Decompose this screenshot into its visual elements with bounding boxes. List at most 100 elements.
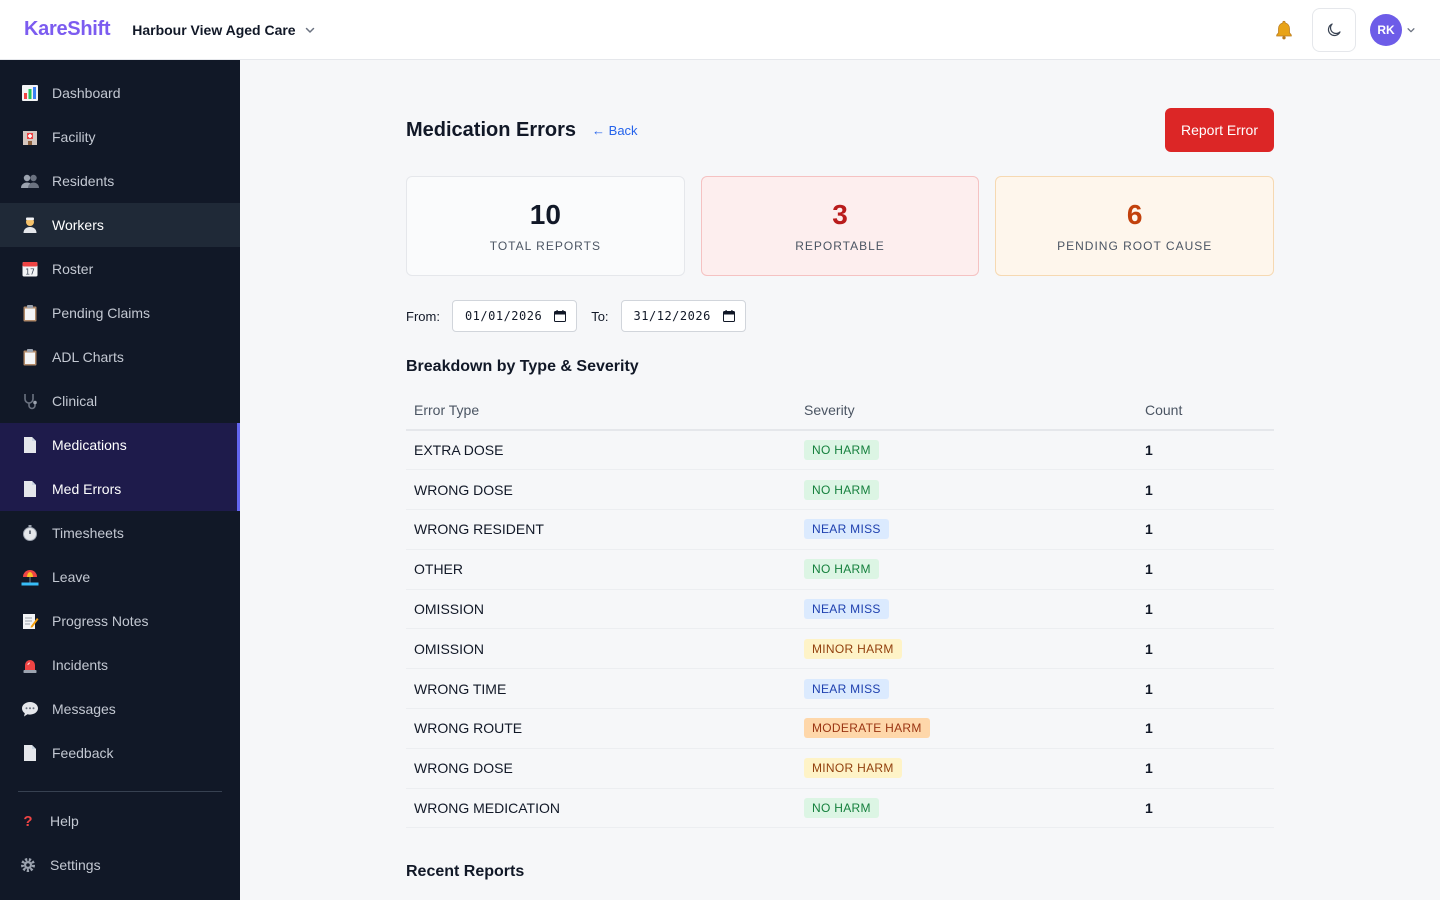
severity-badge: MINOR HARM bbox=[804, 638, 902, 659]
count-cell: 1 bbox=[1137, 589, 1274, 630]
severity-badge: NEAR MISS bbox=[804, 599, 889, 620]
gear-icon bbox=[18, 855, 38, 875]
sidebar-item-residents[interactable]: Residents bbox=[0, 159, 240, 203]
sidebar-item-label: Incidents bbox=[52, 657, 109, 673]
count-cell: 1 bbox=[1137, 748, 1274, 789]
error-type-cell: OTHER bbox=[406, 549, 796, 590]
stat-card-pending-root-cause: 6 PENDING ROOT CAUSE bbox=[995, 176, 1275, 276]
sidebar-item-clinical[interactable]: Clinical bbox=[0, 379, 240, 423]
count-cell: 1 bbox=[1137, 430, 1274, 471]
brand-logo[interactable]: KareShift bbox=[24, 18, 111, 40]
beach-icon bbox=[20, 567, 40, 587]
facility-name: Harbour View Aged Care bbox=[132, 21, 296, 38]
severity-badge: MODERATE HARM bbox=[804, 718, 930, 739]
count-cell: 1 bbox=[1137, 469, 1274, 511]
sidebar-item-label: Progress Notes bbox=[52, 613, 149, 629]
count-cell: 1 bbox=[1137, 788, 1274, 829]
stat-card-reportable: 3 REPORTABLE bbox=[700, 176, 980, 276]
sidebar-item-progress-notes[interactable]: Progress Notes bbox=[0, 599, 240, 643]
count-cell: 1 bbox=[1137, 628, 1274, 670]
severity-badge: NO HARM bbox=[804, 479, 879, 500]
sidebar-item-med-errors[interactable]: Med Errors bbox=[0, 467, 240, 511]
question-icon: ? bbox=[23, 812, 33, 830]
breakdown-table: Error Type Severity Count EXTRA DOSE NO H… bbox=[406, 390, 1274, 829]
sidebar-item-help[interactable]: ? Help bbox=[0, 799, 240, 843]
error-type-cell: WRONG DOSE bbox=[406, 469, 796, 511]
sidebar-item-label: Med Errors bbox=[52, 481, 122, 497]
stat-value: 10 bbox=[529, 199, 561, 230]
stat-label: REPORTABLE bbox=[795, 239, 885, 253]
sidebar-item-roster[interactable]: 17 Roster bbox=[0, 247, 240, 291]
back-link[interactable]: ← Back bbox=[592, 122, 638, 138]
error-type-cell: WRONG DOSE bbox=[406, 748, 796, 789]
column-header-severity: Severity bbox=[796, 390, 1137, 431]
error-type-cell: WRONG RESIDENT bbox=[406, 509, 796, 550]
sidebar-item-adl-charts[interactable]: ADL Charts bbox=[0, 335, 240, 379]
sidebar-item-label: Residents bbox=[52, 173, 115, 189]
sidebar-item-incidents[interactable]: Incidents bbox=[0, 643, 240, 687]
sidebar-item-label: Facility bbox=[52, 129, 96, 145]
sidebar-item-pending-claims[interactable]: Pending Claims bbox=[0, 291, 240, 335]
sidebar-item-facility[interactable]: Facility bbox=[0, 115, 240, 159]
stat-label: TOTAL REPORTS bbox=[489, 239, 601, 253]
error-type-cell: OMISSION bbox=[406, 589, 796, 630]
from-label: From: bbox=[406, 308, 440, 324]
severity-cell: NO HARM bbox=[796, 788, 1137, 829]
notifications-bell-icon[interactable] bbox=[1270, 16, 1298, 44]
stat-value: 6 bbox=[1126, 199, 1143, 230]
top-bar: KareShift Harbour View Aged Care RK bbox=[0, 0, 1440, 60]
chevron-down-icon bbox=[1407, 27, 1415, 32]
page-title: Medication Errors bbox=[406, 118, 577, 141]
severity-cell: NEAR MISS bbox=[796, 589, 1137, 630]
table-row: OMISSION MINOR HARM 1 bbox=[406, 628, 1274, 670]
column-header-count: Count bbox=[1137, 390, 1274, 431]
to-date-input[interactable]: 31/12/2026 bbox=[620, 300, 746, 332]
sidebar-item-messages[interactable]: Messages bbox=[0, 687, 240, 731]
error-type-cell: WRONG MEDICATION bbox=[406, 788, 796, 829]
memo-icon bbox=[20, 611, 40, 631]
calendar-icon: 17 bbox=[20, 259, 40, 279]
breakdown-title: Breakdown by Type & Severity bbox=[406, 358, 639, 375]
table-row: OMISSION NEAR MISS 1 bbox=[406, 589, 1274, 630]
error-type-cell: WRONG ROUTE bbox=[406, 708, 796, 749]
stat-card-total-reports: 10 TOTAL REPORTS bbox=[406, 176, 685, 276]
calendar-icon bbox=[722, 310, 735, 322]
sidebar-item-dashboard[interactable]: Dashboard bbox=[0, 71, 240, 115]
user-menu[interactable]: RK bbox=[1370, 13, 1416, 46]
moon-icon bbox=[1327, 22, 1341, 36]
report-error-button[interactable]: Report Error bbox=[1164, 108, 1274, 152]
avatar: RK bbox=[1370, 13, 1402, 46]
severity-badge: NO HARM bbox=[804, 440, 879, 461]
severity-cell: NEAR MISS bbox=[796, 509, 1137, 550]
sidebar-item-leave[interactable]: Leave bbox=[0, 555, 240, 599]
sidebar-item-label: Timesheets bbox=[52, 525, 124, 541]
sidebar-item-settings[interactable]: Settings bbox=[0, 843, 240, 887]
severity-badge: NO HARM bbox=[804, 559, 879, 580]
sidebar-item-label: Messages bbox=[52, 701, 116, 717]
sidebar-item-label: Dashboard bbox=[52, 85, 121, 101]
sidebar-item-medications[interactable]: Medications bbox=[0, 423, 240, 467]
theme-toggle-button[interactable] bbox=[1312, 7, 1356, 52]
sidebar-item-label: Settings bbox=[50, 857, 101, 873]
severity-badge: NEAR MISS bbox=[804, 678, 889, 699]
severity-badge: MINOR HARM bbox=[804, 758, 902, 779]
clipboard-icon bbox=[20, 347, 40, 367]
speech-bubble-icon bbox=[20, 699, 40, 719]
sidebar-item-timesheets[interactable]: Timesheets bbox=[0, 511, 240, 555]
date-filters: From: 01/01/2026 To: 31/12/2026 bbox=[406, 300, 746, 332]
from-date-input[interactable]: 01/01/2026 bbox=[451, 300, 578, 332]
severity-badge: NO HARM bbox=[804, 798, 879, 819]
table-row: EXTRA DOSE NO HARM 1 bbox=[406, 430, 1274, 471]
page-header: Medication Errors ← Back Report Error bbox=[406, 108, 1274, 152]
sidebar-item-workers[interactable]: Workers bbox=[0, 203, 240, 247]
recent-reports-title: Recent Reports bbox=[406, 863, 525, 880]
error-type-cell: WRONG TIME bbox=[406, 668, 796, 710]
table-row: WRONG DOSE NO HARM 1 bbox=[406, 469, 1274, 511]
facility-selector[interactable]: Harbour View Aged Care bbox=[132, 22, 315, 38]
count-cell: 1 bbox=[1137, 549, 1274, 590]
sidebar-item-feedback[interactable]: Feedback bbox=[0, 731, 240, 775]
health-worker-icon bbox=[20, 215, 40, 235]
table-header-row: Error Type Severity Count bbox=[406, 390, 1274, 431]
clipboard-icon bbox=[20, 303, 40, 323]
count-cell: 1 bbox=[1137, 668, 1274, 710]
